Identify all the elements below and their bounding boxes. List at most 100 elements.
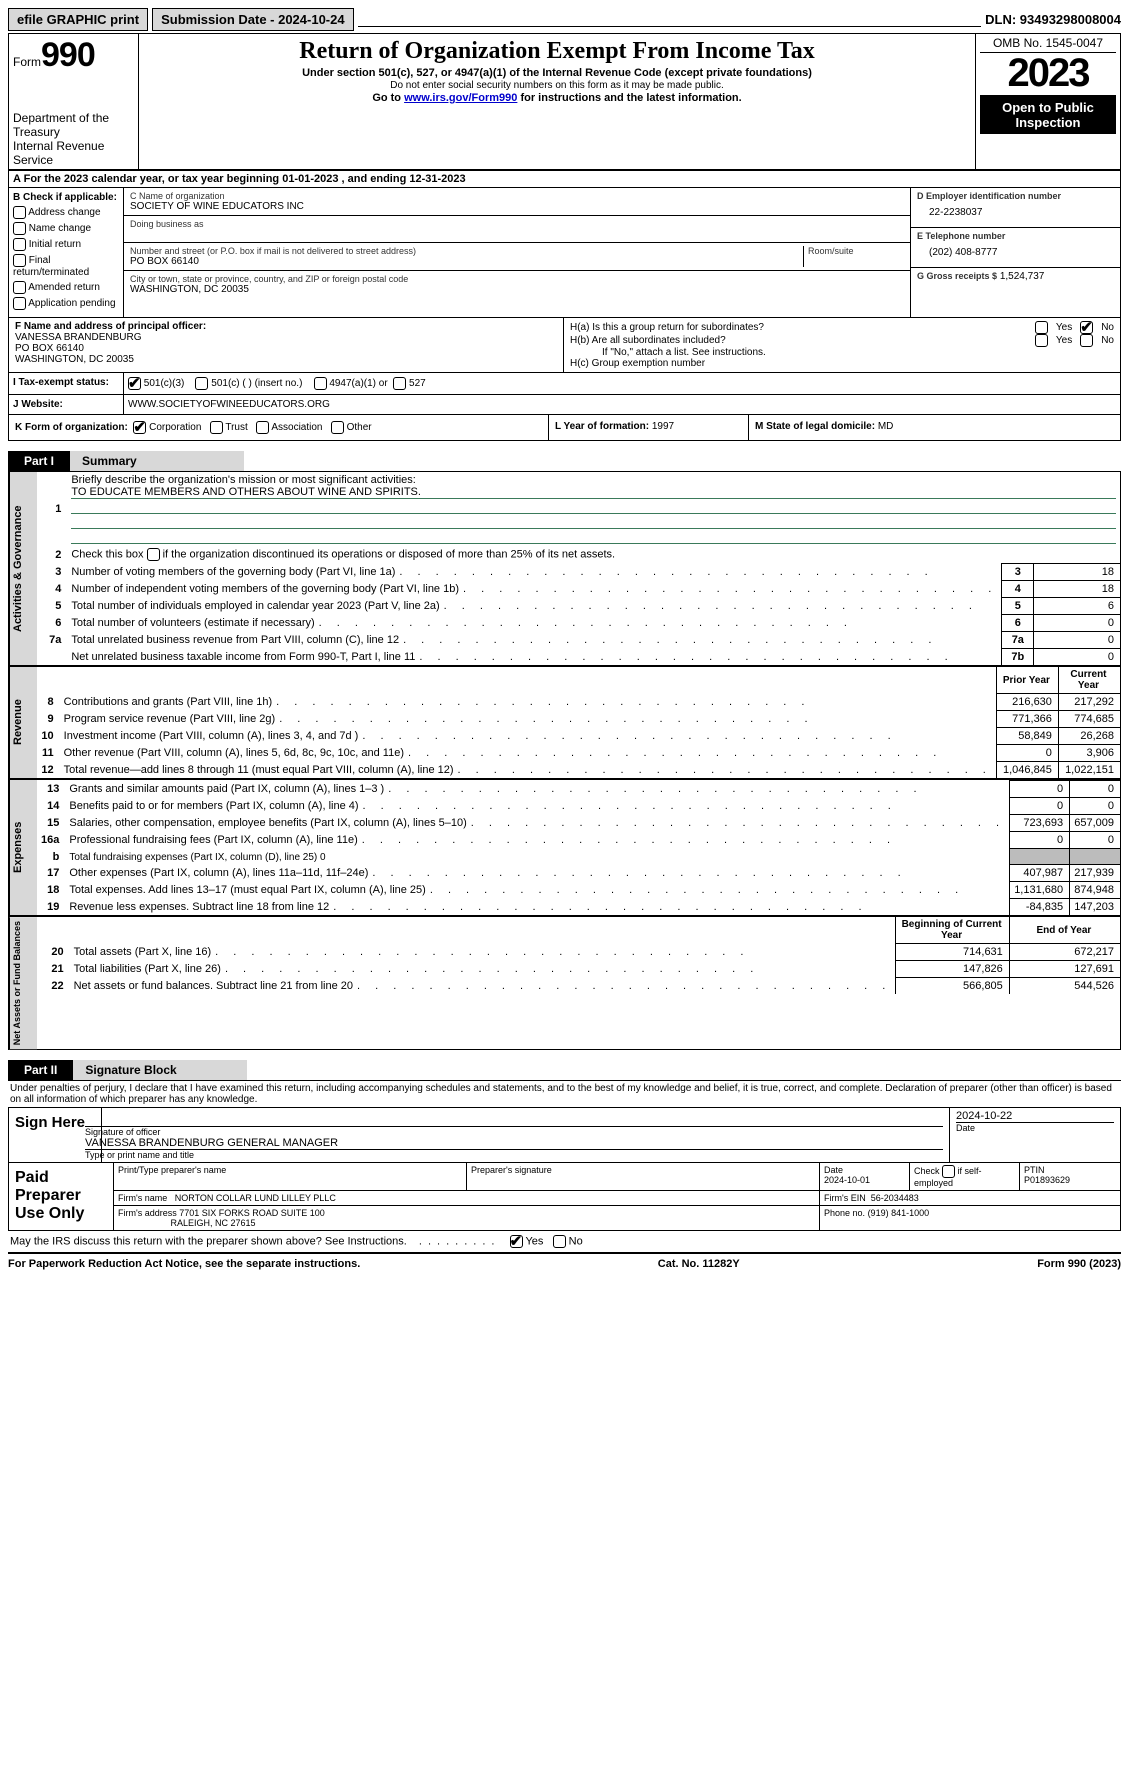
table-row: 12Total revenue—add lines 8 through 11 (… [37,762,1120,779]
mission-text: TO EDUCATE MEMBERS AND OTHERS ABOUT WINE… [71,486,1116,499]
title-block: Return of Organization Exempt From Incom… [139,34,975,169]
table-row: 7aTotal unrelated business revenue from … [37,632,1120,649]
ha-no-checkbox[interactable] [1080,321,1093,334]
ha-yes: Yes [1056,322,1072,333]
cb-initial-return[interactable]: Initial return [13,238,119,251]
table-row: 21Total liabilities (Part X, line 26). .… [37,961,1120,978]
firm-name: NORTON COLLAR LUND LILLEY PLLC [175,1193,336,1203]
cb-discontinued[interactable] [147,548,160,561]
dept-treasury: Department of the Treasury [13,111,134,139]
table-row: 5Total number of individuals employed in… [37,598,1120,615]
firm-addr-label: Firm's address [118,1208,177,1218]
mission-line-2 [71,499,1116,514]
firm-ein: 56-2034483 [871,1193,919,1203]
table-row: 22Net assets or fund balances. Subtract … [37,978,1120,995]
sign-here-block: Sign Here Signature of officer VANESSA B… [8,1108,1121,1163]
ha-label: H(a) Is this a group return for subordin… [570,322,1027,333]
table-row: 18Total expenses. Add lines 13–17 (must … [37,882,1120,899]
year-formation: 1997 [652,421,674,432]
end-year-hdr: End of Year [1009,917,1120,944]
irs-link[interactable]: www.irs.gov/Form990 [404,92,517,104]
governance-table: 1 Briefly describe the organization's mi… [37,472,1120,665]
page-footer: For Paperwork Reduction Act Notice, see … [8,1258,1121,1270]
cb-application-pending[interactable]: Application pending [13,297,119,310]
prep-sig-label: Preparer's signature [467,1163,820,1190]
table-row: Net unrelated business taxable income fr… [37,649,1120,666]
cb-address-change[interactable]: Address change [13,206,119,219]
form-header: Form990 Department of the Treasury Inter… [8,33,1121,171]
prior-year-hdr: Prior Year [996,667,1058,694]
table-row: 8Contributions and grants (Part VIII, li… [37,694,1120,711]
table-row: 9Program service revenue (Part VIII, lin… [37,711,1120,728]
section-i: I Tax-exempt status: 501(c)(3) 501(c) ( … [8,373,1121,395]
hb-no-checkbox[interactable] [1080,334,1093,347]
cb-501c3[interactable] [128,377,141,390]
part-2-header: Part II Signature Block [8,1060,1121,1081]
year-block: OMB No. 1545-0047 2023 Open to Public In… [975,34,1120,169]
website: WWW.SOCIETYOFWINEEDUCATORS.ORG [124,395,1120,414]
date-label: Date [956,1123,1114,1133]
open-inspection: Open to Public Inspection [980,96,1116,134]
tax-year: 2023 [980,53,1116,96]
cb-trust[interactable] [210,421,223,434]
part-1-header: Part I Summary [8,451,1121,472]
firm-phone-label: Phone no. [824,1208,865,1218]
phone: (202) 408-8777 [917,241,1114,264]
subtitle-1: Under section 501(c), 527, or 4947(a)(1)… [143,67,971,79]
section-revenue: Revenue Prior Year Current Year 8Contrib… [8,667,1121,780]
cb-501c[interactable] [195,377,208,390]
dln: DLN: 93493298008004 [985,12,1121,27]
city-label: City or town, state or province, country… [130,274,904,284]
org-name-label: C Name of organization [130,191,904,201]
revenue-table: Prior Year Current Year 8Contributions a… [37,667,1120,778]
firm-addr2: RALEIGH, NC 27615 [171,1218,256,1228]
form-title: Return of Organization Exempt From Incom… [143,38,971,65]
website-label: J Website: [13,399,63,410]
tax-exempt-label: I Tax-exempt status: [13,377,109,388]
paid-preparer-label: Paid Preparer Use Only [9,1163,114,1230]
irs-label: Internal Revenue Service [13,139,134,167]
cb-association[interactable] [256,421,269,434]
cb-name-change[interactable]: Name change [13,222,119,235]
mission-line-4 [71,529,1116,544]
goto-pre: Go to [372,92,404,104]
street-label: Number and street (or P.O. box if mail i… [130,246,799,256]
ein: 22-2238037 [917,201,1114,224]
cb-amended-return[interactable]: Amended return [13,281,119,294]
form-number: 990 [41,36,95,74]
section-governance: Activities & Governance 1 Briefly descri… [8,472,1121,667]
mission-line-3 [71,514,1116,529]
ptin: P01893629 [1024,1175,1070,1185]
table-row: 10Investment income (Part VIII, column (… [37,728,1120,745]
cb-4947a1[interactable] [314,377,327,390]
hb-note: If "No," attach a list. See instructions… [570,347,1114,358]
cb-other[interactable] [331,421,344,434]
top-bar: efile GRAPHIC print Submission Date - 20… [8,8,1121,31]
table-row: 14Benefits paid to or for members (Part … [37,798,1120,815]
hb-yes-checkbox[interactable] [1035,334,1048,347]
ha-yes-checkbox[interactable] [1035,321,1048,334]
discuss-row: May the IRS discuss this return with the… [8,1231,1121,1254]
part-1-title: Summary [70,451,244,471]
ptin-label: PTIN [1024,1165,1045,1175]
cb-corporation[interactable] [133,421,146,434]
current-year-hdr: Current Year [1058,667,1120,694]
section-expenses: Expenses 13Grants and similar amounts pa… [8,780,1121,917]
cb-self-employed[interactable] [942,1165,955,1178]
hc-label: H(c) Group exemption number [570,358,1114,369]
cb-final-return[interactable]: Final return/terminated [13,254,119,278]
hb-label: H(b) Are all subordinates included? [570,335,1027,346]
firm-addr1: 7701 SIX FORKS ROAD SUITE 100 [179,1208,325,1218]
part-1-tab: Part I [8,451,70,471]
officer-name: VANESSA BRANDENBURG [15,332,557,343]
cb-527[interactable] [393,377,406,390]
table-row: 11Other revenue (Part VIII, column (A), … [37,745,1120,762]
efile-print-button[interactable]: efile GRAPHIC print [8,8,148,31]
discuss-no-checkbox[interactable] [553,1235,566,1248]
table-row: 15Salaries, other compensation, employee… [37,815,1120,832]
discuss-yes-checkbox[interactable] [510,1235,523,1248]
section-b-c-deg: B Check if applicable: Address change Na… [8,188,1121,318]
officer-addr1: PO BOX 66140 [15,343,557,354]
box-b: B Check if applicable: Address change Na… [9,188,124,317]
table-row: 20Total assets (Part X, line 16). . . . … [37,944,1120,961]
